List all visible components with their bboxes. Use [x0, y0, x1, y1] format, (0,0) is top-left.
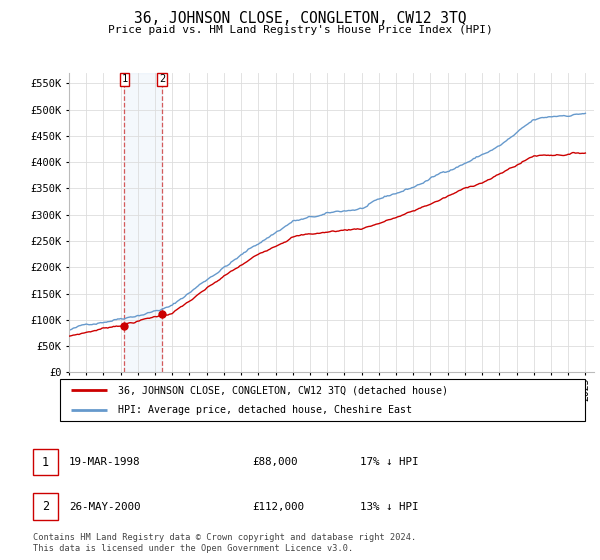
- Text: Price paid vs. HM Land Registry's House Price Index (HPI): Price paid vs. HM Land Registry's House …: [107, 25, 493, 35]
- Text: 1: 1: [121, 74, 128, 85]
- Text: 1: 1: [42, 455, 49, 469]
- FancyBboxPatch shape: [60, 379, 585, 421]
- Text: Contains HM Land Registry data © Crown copyright and database right 2024.
This d: Contains HM Land Registry data © Crown c…: [33, 533, 416, 553]
- Text: £112,000: £112,000: [252, 502, 304, 512]
- Text: 36, JOHNSON CLOSE, CONGLETON, CW12 3TQ (detached house): 36, JOHNSON CLOSE, CONGLETON, CW12 3TQ (…: [118, 385, 448, 395]
- Text: 26-MAY-2000: 26-MAY-2000: [69, 502, 140, 512]
- Text: 2: 2: [42, 500, 49, 514]
- Text: 13% ↓ HPI: 13% ↓ HPI: [360, 502, 419, 512]
- Bar: [124, 73, 162, 372]
- Text: 36, JOHNSON CLOSE, CONGLETON, CW12 3TQ: 36, JOHNSON CLOSE, CONGLETON, CW12 3TQ: [134, 11, 466, 26]
- Text: 2: 2: [159, 74, 165, 85]
- Text: 19-MAR-1998: 19-MAR-1998: [69, 457, 140, 467]
- Text: HPI: Average price, detached house, Cheshire East: HPI: Average price, detached house, Ches…: [118, 405, 412, 415]
- Text: 17% ↓ HPI: 17% ↓ HPI: [360, 457, 419, 467]
- Text: £88,000: £88,000: [252, 457, 298, 467]
